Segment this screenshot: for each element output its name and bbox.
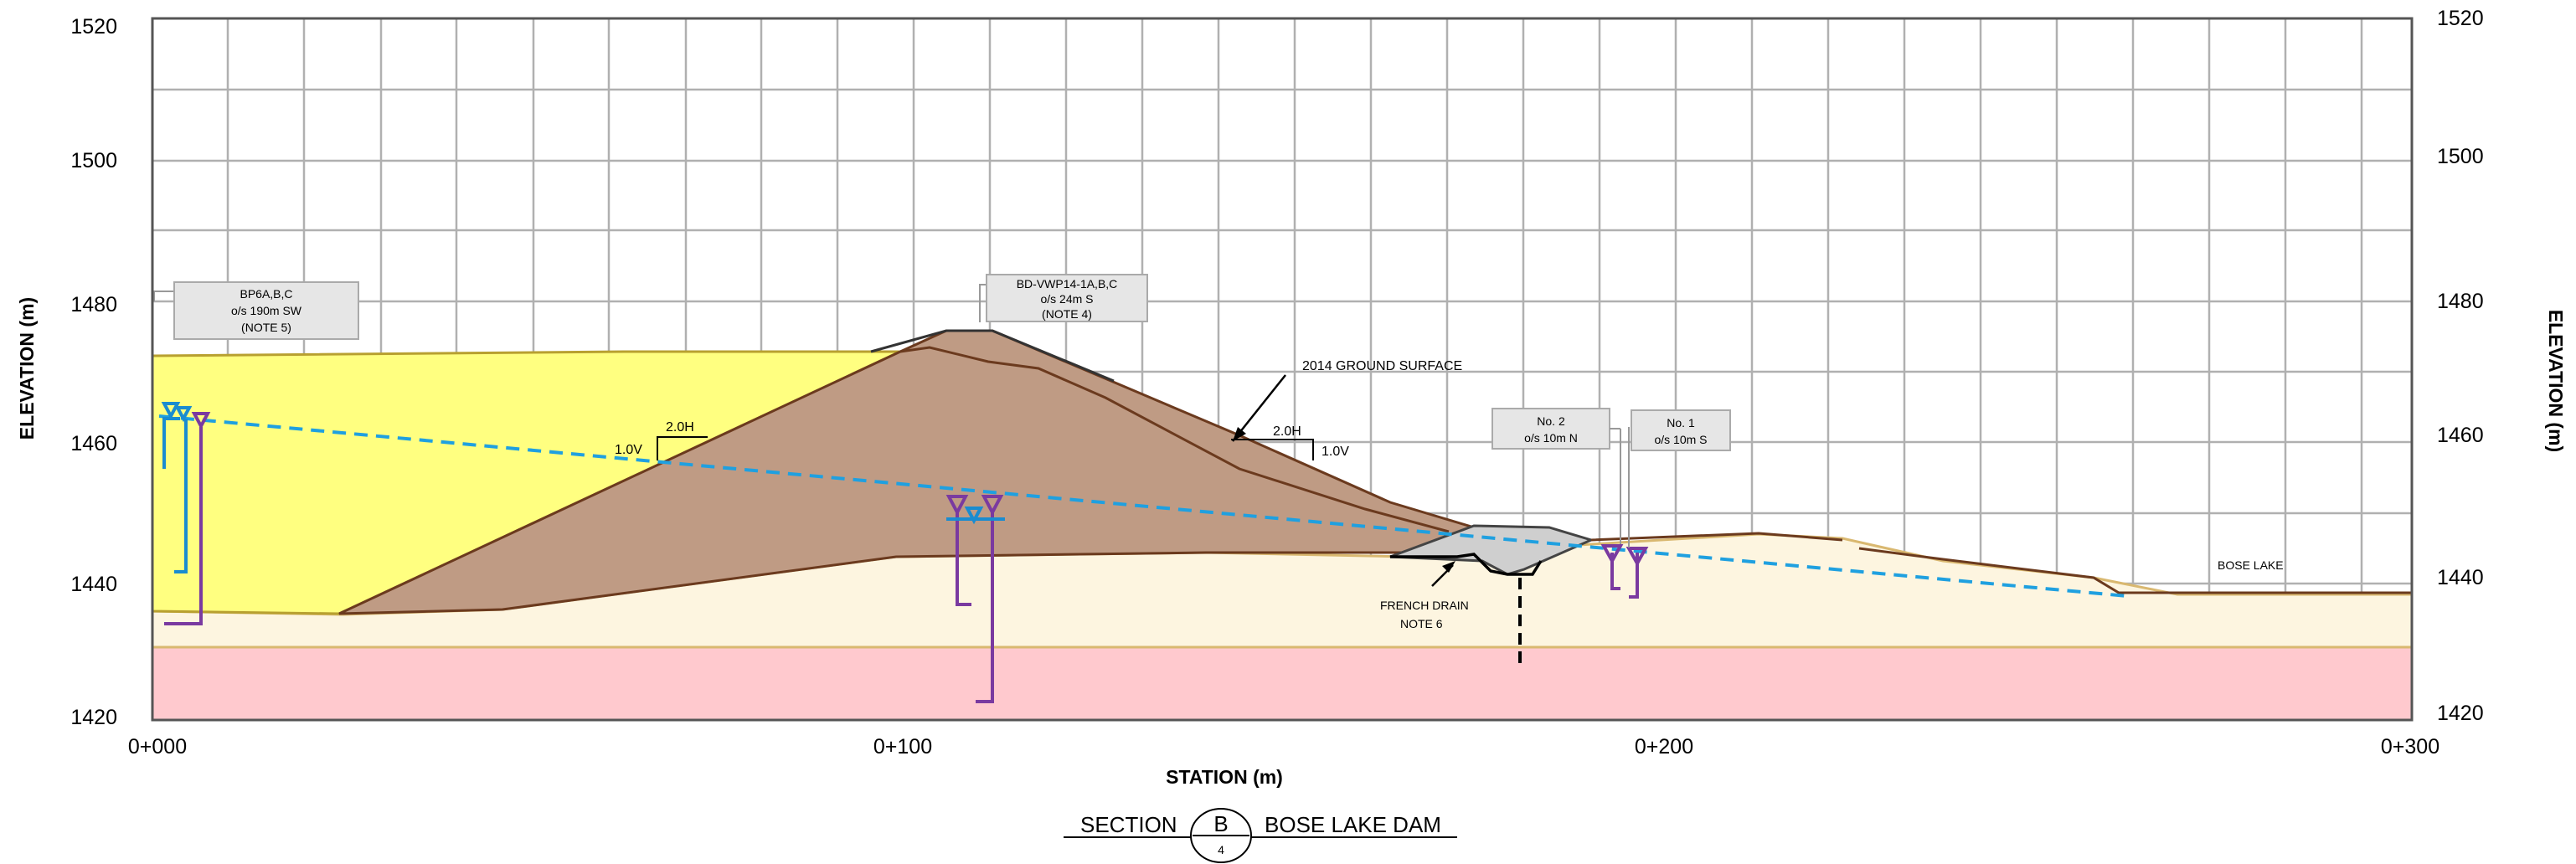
slope-right-h: 2.0H <box>1273 424 1301 439</box>
tag-bp6: BP6A,B,C o/s 190m SW (NOTE 5) <box>153 281 359 340</box>
y-axis-right: 1520 1500 1480 1460 1440 1420 <box>2437 7 2484 725</box>
y-tick-right-1440: 1440 <box>2437 566 2484 589</box>
ground-surface-callout: 2014 GROUND SURFACE <box>1232 359 1462 442</box>
bdvwp-line1: BD-VWP14-1A,B,C <box>1017 277 1118 291</box>
tag-bdvwp: BD-VWP14-1A,B,C o/s 24m S (NOTE 4) <box>979 274 1148 322</box>
y-tick-left-1520: 1520 <box>70 15 117 39</box>
y-tick-right-1460: 1460 <box>2437 424 2484 447</box>
x-axis: 0+000 0+100 0+200 0+300 <box>128 735 2439 759</box>
section-letter: B <box>1213 811 1228 836</box>
y-tick-right-1420: 1420 <box>2437 702 2484 725</box>
bp6-line3: (NOTE 5) <box>241 321 291 334</box>
no2-line1: No. 2 <box>1537 414 1565 428</box>
bose-lake-label: BOSE LAKE <box>2218 558 2284 572</box>
y-axis-left: 1520 1500 1480 1460 1440 1420 <box>70 15 117 729</box>
y-tick-left-1440: 1440 <box>70 573 117 596</box>
y-tick-right-1480: 1480 <box>2437 290 2484 313</box>
y-tick-right-1500: 1500 <box>2437 145 2484 168</box>
x-axis-title: STATION (m) <box>1166 766 1283 788</box>
slope-left-h: 2.0H <box>666 420 694 435</box>
lake-shore-line <box>1858 547 2412 594</box>
french-drain-zone <box>1389 524 1595 576</box>
no1-line1: No. 1 <box>1667 416 1695 429</box>
tag-no1: No. 1 o/s 10m S <box>1628 409 1731 548</box>
no2-line2: o/s 10m N <box>1524 431 1578 445</box>
piezometer-group-bp6 <box>161 402 211 625</box>
bdvwp-line2: o/s 24m S <box>1040 292 1093 306</box>
y-tick-left-1420: 1420 <box>70 706 117 729</box>
bp6-line2: o/s 190m SW <box>231 304 302 317</box>
french-drain-label-2: NOTE 6 <box>1400 617 1443 630</box>
section-name: BOSE LAKE DAM <box>1265 812 1441 837</box>
section-title: SECTION B 4 BOSE LAKE DAM <box>1064 808 1457 863</box>
french-drain-outline <box>1390 553 1543 576</box>
slope-indicator-left: 2.0H 1.0V <box>615 420 708 460</box>
french-drain-callout: FRENCH DRAIN NOTE 6 <box>1380 561 1469 630</box>
downstream-ground-line <box>1590 532 1843 542</box>
slope-right-v: 1.0V <box>1321 445 1349 459</box>
x-tick-200: 0+200 <box>1635 735 1693 759</box>
no1-line2: o/s 10m S <box>1654 433 1707 446</box>
y-axis-title-right: ELEVATION (m) <box>2545 310 2567 452</box>
dam-core-zone <box>338 329 1477 615</box>
section-prefix: SECTION <box>1080 812 1177 837</box>
dam-inner-line <box>899 346 1450 533</box>
y-tick-left-1480: 1480 <box>70 293 117 316</box>
dam-crest-line <box>870 329 1115 383</box>
plot-frame <box>151 17 2414 722</box>
ground-surface-label: 2014 GROUND SURFACE <box>1302 359 1462 373</box>
slope-left-v: 1.0V <box>615 443 642 457</box>
section-sheet: 4 <box>1218 843 1224 856</box>
piezometer-group-bdvwp <box>945 495 1005 703</box>
bp6-line1: BP6A,B,C <box>240 287 292 301</box>
y-axis-title-left: ELEVATION (m) <box>16 297 38 440</box>
y-tick-left-1460: 1460 <box>70 432 117 455</box>
slope-indicator-right: 2.0H 1.0V <box>1231 424 1349 460</box>
y-tick-left-1500: 1500 <box>70 149 117 172</box>
material-zones <box>151 329 2414 721</box>
tag-no2: No. 2 o/s 10m N <box>1492 408 1621 544</box>
x-tick-300: 0+300 <box>2381 735 2439 759</box>
x-tick-0: 0+000 <box>128 735 187 759</box>
x-tick-100: 0+100 <box>873 735 932 759</box>
french-drain-label-1: FRENCH DRAIN <box>1380 599 1469 612</box>
y-tick-right-1520: 1520 <box>2437 7 2484 30</box>
piezometer-group-no1-no2 <box>1600 544 1649 599</box>
phreatic-line <box>158 414 2128 598</box>
bdvwp-line3: (NOTE 4) <box>1042 307 1092 321</box>
bedrock-zone <box>152 646 2413 721</box>
